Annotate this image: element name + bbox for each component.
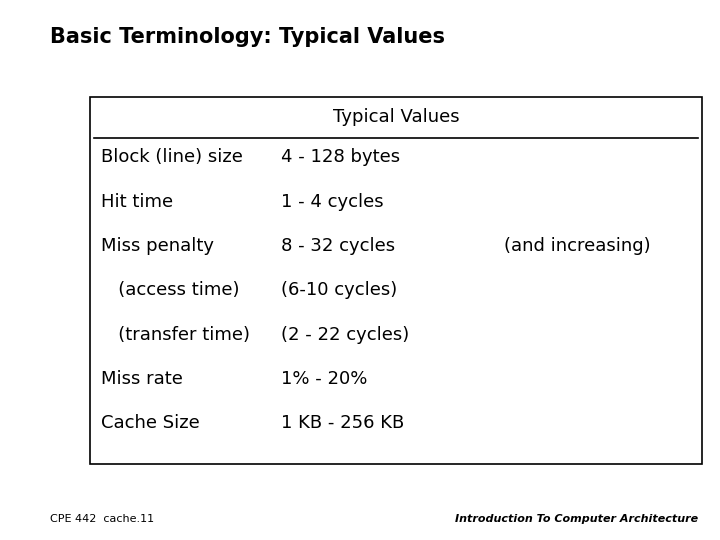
Text: (6-10 cycles): (6-10 cycles)	[281, 281, 397, 299]
Text: (2 - 22 cycles): (2 - 22 cycles)	[281, 326, 409, 343]
Text: Miss rate: Miss rate	[101, 370, 183, 388]
Text: 8 - 32 cycles: 8 - 32 cycles	[281, 237, 395, 255]
Text: CPE 442  cache.11: CPE 442 cache.11	[50, 514, 155, 524]
Text: Hit time: Hit time	[101, 193, 173, 211]
FancyBboxPatch shape	[90, 97, 702, 464]
Text: 1 - 4 cycles: 1 - 4 cycles	[281, 193, 384, 211]
Text: 1% - 20%: 1% - 20%	[281, 370, 367, 388]
Text: (and increasing): (and increasing)	[504, 237, 651, 255]
Text: Miss penalty: Miss penalty	[101, 237, 214, 255]
Text: (transfer time): (transfer time)	[101, 326, 250, 343]
Text: Basic Terminology: Typical Values: Basic Terminology: Typical Values	[50, 27, 446, 47]
Text: (access time): (access time)	[101, 281, 239, 299]
Text: 1 KB - 256 KB: 1 KB - 256 KB	[281, 414, 404, 432]
Text: Block (line) size: Block (line) size	[101, 148, 243, 166]
Text: 4 - 128 bytes: 4 - 128 bytes	[281, 148, 400, 166]
Text: Typical Values: Typical Values	[333, 108, 459, 126]
Text: Introduction To Computer Architecture: Introduction To Computer Architecture	[455, 514, 698, 524]
Text: Cache Size: Cache Size	[101, 414, 199, 432]
